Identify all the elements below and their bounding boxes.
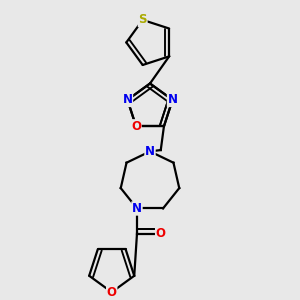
Text: O: O [131,120,141,133]
Text: S: S [138,14,147,26]
Text: N: N [145,145,155,158]
Text: N: N [122,93,133,106]
Text: N: N [167,93,178,106]
Text: O: O [107,286,117,298]
Text: O: O [156,227,166,240]
Text: N: N [132,202,142,215]
